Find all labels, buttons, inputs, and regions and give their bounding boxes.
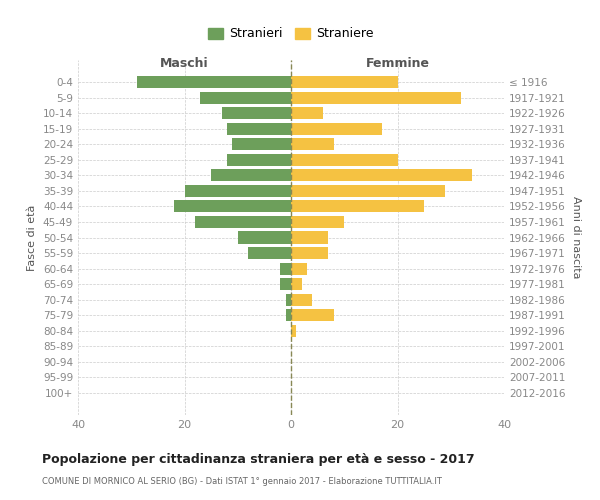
Bar bbox=[291, 122, 382, 135]
Bar bbox=[291, 247, 328, 259]
Bar bbox=[291, 278, 302, 290]
Text: Maschi: Maschi bbox=[160, 57, 209, 70]
Bar bbox=[291, 76, 398, 88]
Bar bbox=[291, 294, 313, 306]
Bar bbox=[174, 200, 291, 212]
Bar bbox=[280, 278, 291, 290]
Bar bbox=[200, 92, 291, 104]
Bar bbox=[227, 122, 291, 135]
Bar bbox=[232, 138, 291, 150]
Legend: Stranieri, Straniere: Stranieri, Straniere bbox=[204, 24, 378, 44]
Text: Popolazione per cittadinanza straniera per età e sesso - 2017: Popolazione per cittadinanza straniera p… bbox=[42, 452, 475, 466]
Y-axis label: Anni di nascita: Anni di nascita bbox=[571, 196, 581, 279]
Bar bbox=[280, 262, 291, 274]
Bar bbox=[137, 76, 291, 88]
Text: COMUNE DI MORNICO AL SERIO (BG) - Dati ISTAT 1° gennaio 2017 - Elaborazione TUTT: COMUNE DI MORNICO AL SERIO (BG) - Dati I… bbox=[42, 478, 442, 486]
Bar bbox=[238, 232, 291, 243]
Bar bbox=[291, 92, 461, 104]
Bar bbox=[227, 154, 291, 166]
Bar bbox=[291, 216, 344, 228]
Bar bbox=[291, 200, 424, 212]
Bar bbox=[291, 309, 334, 321]
Bar bbox=[291, 170, 472, 181]
Text: Femmine: Femmine bbox=[365, 57, 430, 70]
Bar bbox=[248, 247, 291, 259]
Bar bbox=[291, 138, 334, 150]
Bar bbox=[291, 185, 445, 197]
Bar bbox=[195, 216, 291, 228]
Bar bbox=[211, 170, 291, 181]
Bar bbox=[291, 324, 296, 336]
Bar bbox=[291, 262, 307, 274]
Bar bbox=[291, 154, 398, 166]
Y-axis label: Fasce di età: Fasce di età bbox=[28, 204, 37, 270]
Bar bbox=[286, 309, 291, 321]
Bar bbox=[286, 294, 291, 306]
Bar bbox=[291, 107, 323, 120]
Bar bbox=[291, 232, 328, 243]
Bar bbox=[222, 107, 291, 120]
Bar bbox=[185, 185, 291, 197]
